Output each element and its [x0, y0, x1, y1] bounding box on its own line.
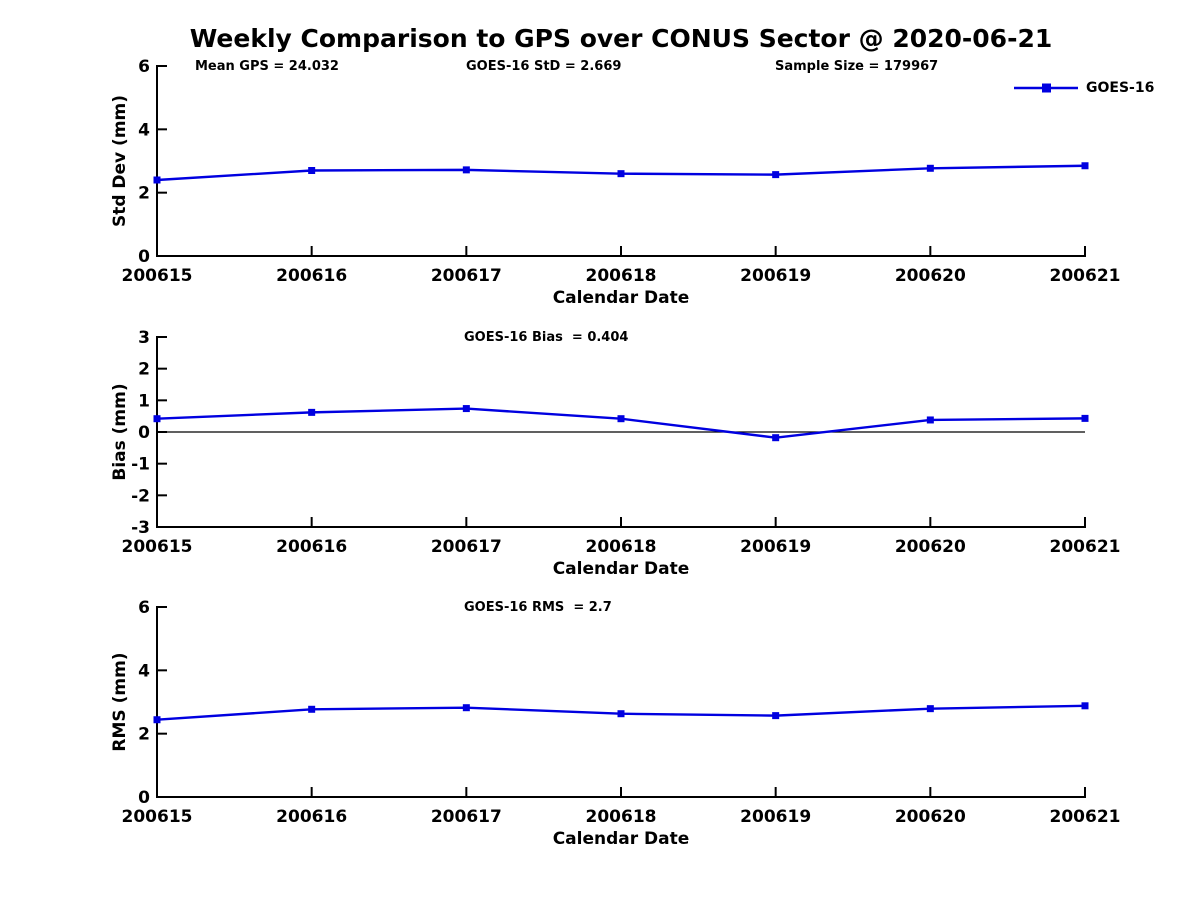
- x-tick-label: 200621: [1050, 807, 1121, 827]
- x-tick-label: 200620: [895, 807, 966, 827]
- data-marker: [926, 164, 934, 172]
- ylabel-bias: Bias (mm): [110, 383, 130, 481]
- y-tick-label: 4: [138, 120, 150, 140]
- x-tick-label: 200618: [586, 266, 657, 286]
- legend-line-icon: [1014, 83, 1078, 93]
- x-tick-label: 200621: [1050, 266, 1121, 286]
- y-tick-label: 6: [138, 57, 150, 77]
- legend-label: GOES-16: [1086, 80, 1155, 96]
- xlabel-std-dev: Calendar Date: [552, 288, 690, 308]
- data-marker: [308, 167, 316, 174]
- data-marker: [772, 712, 780, 720]
- x-tick-label: 200620: [895, 537, 966, 557]
- x-tick-label: 200615: [122, 266, 193, 286]
- data-marker: [772, 434, 780, 442]
- y-tick-label: 2: [138, 184, 150, 204]
- data-line: [156, 407, 1086, 439]
- data-marker: [462, 704, 470, 712]
- y-tick-label: -2: [131, 486, 150, 506]
- data-marker: [462, 166, 470, 174]
- xlabel-bias: Calendar Date: [552, 559, 690, 579]
- ylabel-std-dev: Std Dev (mm): [110, 94, 130, 228]
- data-marker: [308, 408, 316, 416]
- figure-title: Weekly Comparison to GPS over CONUS Sect…: [189, 24, 1053, 53]
- data-marker: [153, 415, 161, 423]
- data-marker: [926, 416, 934, 424]
- x-tick-label: 200617: [431, 537, 502, 557]
- data-marker: [462, 405, 470, 413]
- annotation-bias: GOES-16 Bias = 0.404: [464, 330, 629, 345]
- data-marker: [308, 705, 316, 713]
- data-marker: [153, 716, 161, 724]
- y-tick-label: 1: [138, 391, 150, 411]
- data-marker: [926, 705, 934, 713]
- x-tick-label: 200617: [431, 266, 502, 286]
- x-tick-label: 200619: [740, 807, 811, 827]
- x-tick-label: 200616: [276, 807, 347, 827]
- x-tick-label: 200616: [276, 537, 347, 557]
- x-tick-label: 200617: [431, 807, 502, 827]
- data-marker: [772, 171, 780, 179]
- data-marker: [617, 710, 625, 718]
- y-tick-label: 0: [138, 788, 150, 808]
- data-marker: [617, 170, 625, 178]
- y-tick-label: -1: [131, 455, 150, 475]
- x-tick-label: 200618: [586, 537, 657, 557]
- x-tick-label: 200620: [895, 266, 966, 286]
- legend: GOES-16: [1014, 80, 1154, 96]
- data-marker: [1081, 162, 1089, 170]
- x-tick-label: 200619: [740, 266, 811, 286]
- x-tick-label: 200621: [1050, 537, 1121, 557]
- data-marker: [1081, 702, 1089, 710]
- data-marker: [617, 415, 625, 423]
- annotation-mean-gps: Mean GPS = 24.032: [195, 59, 339, 74]
- x-tick-label: 200615: [122, 537, 193, 557]
- x-tick-label: 200615: [122, 807, 193, 827]
- ylabel-rms: RMS (mm): [110, 652, 130, 752]
- y-tick-label: 2: [138, 360, 150, 380]
- y-tick-label: 0: [138, 423, 150, 443]
- xlabel-rms: Calendar Date: [552, 829, 690, 849]
- y-tick-label: 6: [138, 598, 150, 618]
- annotation-sample-size: Sample Size = 179967: [775, 59, 939, 74]
- y-tick-label: 0: [138, 247, 150, 267]
- y-tick-label: 2: [138, 725, 150, 745]
- y-tick-label: 3: [138, 328, 150, 348]
- x-tick-label: 200616: [276, 266, 347, 286]
- annotation-std: GOES-16 StD = 2.669: [466, 59, 622, 74]
- y-tick-label: -3: [131, 518, 150, 538]
- x-tick-label: 200618: [586, 807, 657, 827]
- x-tick-label: 200619: [740, 537, 811, 557]
- data-marker: [153, 176, 161, 184]
- annotation-rms: GOES-16 RMS = 2.7: [464, 600, 612, 615]
- y-tick-label: 4: [138, 661, 150, 681]
- data-marker: [1081, 414, 1089, 422]
